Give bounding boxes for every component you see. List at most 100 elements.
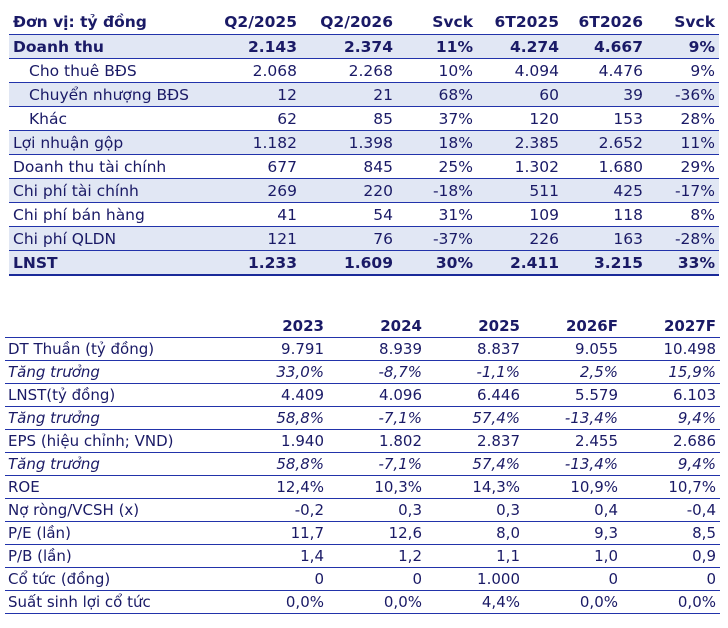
cell-value: -1,1%	[426, 360, 524, 384]
table-row: P/B (lần) 1,4 1,2 1,1 1,0 0,9	[5, 544, 720, 568]
table-row: Chi phí tài chính 269 220 -18% 511 425 -17%	[9, 178, 719, 203]
cell-value: 0	[328, 567, 426, 591]
cell-value: 11%	[647, 130, 719, 155]
cell-value: 425	[563, 178, 647, 203]
row-label: ROE	[5, 475, 225, 499]
cell-value: -37%	[397, 226, 477, 251]
cell-value: 1.000	[426, 567, 524, 591]
cell-value: 5.579	[524, 383, 622, 407]
cell-value: -18%	[397, 178, 477, 203]
cell-value: 1.302	[477, 154, 563, 179]
cell-value: 9,3	[524, 521, 622, 545]
cell-value: 2.268	[301, 58, 397, 83]
cell-value: 0,0%	[328, 590, 426, 614]
cell-value: 28%	[647, 106, 719, 131]
cell-value: 68%	[397, 82, 477, 107]
table-row: DT Thuần (tỷ đồng) 9.791 8.939 8.837 9.055 10…	[5, 337, 720, 361]
cell-value: 220	[301, 178, 397, 203]
cell-value: 226	[477, 226, 563, 251]
cell-value: 269	[205, 178, 301, 203]
cell-value: -28%	[647, 226, 719, 251]
cell-value: 10.498	[622, 337, 720, 361]
row-label: Suất sinh lợi cổ tức	[5, 590, 225, 614]
row-label: Chuyển nhượng BĐS	[9, 82, 205, 107]
col-header: Q2/2026	[301, 10, 397, 35]
cell-value: 54	[301, 202, 397, 227]
cell-value: 41	[205, 202, 301, 227]
col-header: Svck	[397, 10, 477, 35]
cell-value: 2,5%	[524, 360, 622, 384]
table-row: Chuyển nhượng BĐS 12 21 68% 60 39 -36%	[9, 82, 719, 107]
unit-header: Đơn vị: tỷ đồng	[9, 10, 205, 35]
table-row: Chi phí bán hàng 41 54 31% 109 118 8%	[9, 202, 719, 227]
cell-value: 37%	[397, 106, 477, 131]
cell-value: -0,4	[622, 498, 720, 522]
cell-value: 1.398	[301, 130, 397, 155]
row-label: Tăng trưởng	[5, 452, 225, 476]
cell-value: 4.667	[563, 34, 647, 59]
cell-value: 845	[301, 154, 397, 179]
cell-value: 10,3%	[328, 475, 426, 499]
table-row: Lợi nhuận gộp 1.182 1.398 18% 2.385 2.652 11%	[9, 130, 719, 155]
cell-value: -8,7%	[328, 360, 426, 384]
cell-value: 21	[301, 82, 397, 107]
cell-value: 1.802	[328, 429, 426, 453]
cell-value: 4.409	[225, 383, 328, 407]
row-label: P/E (lần)	[5, 521, 225, 545]
cell-value: 8,0	[426, 521, 524, 545]
cell-value: 0,0%	[225, 590, 328, 614]
cell-value: 1.233	[205, 250, 301, 276]
cell-value: 11,7	[225, 521, 328, 545]
cell-value: 9%	[647, 58, 719, 83]
cell-value: 85	[301, 106, 397, 131]
cell-value: 120	[477, 106, 563, 131]
table-row: Doanh thu 2.143 2.374 11% 4.274 4.667 9%	[9, 34, 719, 59]
table-row: LNST 1.233 1.609 30% 2.411 3.215 33%	[9, 250, 719, 276]
cell-value: 9,4%	[622, 452, 720, 476]
table-row: Cho thuê BĐS 2.068 2.268 10% 4.094 4.476 9%	[9, 58, 719, 83]
cell-value: 76	[301, 226, 397, 251]
col-header: Q2/2025	[205, 10, 301, 35]
row-label: EPS (hiệu chỉnh; VND)	[5, 429, 225, 453]
cell-value: 12,6	[328, 521, 426, 545]
table-row: Tăng trưởng 58,8% -7,1% 57,4% -13,4% 9,4%	[5, 406, 720, 430]
col-header: 2027F	[622, 315, 720, 338]
cell-value: 8%	[647, 202, 719, 227]
row-label: LNST(tỷ đồng)	[5, 383, 225, 407]
row-label: Tăng trưởng	[5, 360, 225, 384]
cell-value: 58,8%	[225, 406, 328, 430]
cell-value: 12,4%	[225, 475, 328, 499]
col-header: Svck	[647, 10, 719, 35]
cell-value: 8.939	[328, 337, 426, 361]
table-row: Nợ ròng/VCSH (x) -0,2 0,3 0,3 0,4 -0,4	[5, 498, 720, 522]
row-label: Cho thuê BĐS	[9, 58, 205, 83]
row-label: Chi phí bán hàng	[9, 202, 205, 227]
cell-value: 4.274	[477, 34, 563, 59]
table-row: Cổ tức (đồng) 0 0 1.000 0 0	[5, 567, 720, 591]
cell-value: 2.837	[426, 429, 524, 453]
table-row: Tăng trưởng 58,8% -7,1% 57,4% -13,4% 9,4%	[5, 452, 720, 476]
forecast-table: 2023 2024 2025 2026F 2027F DT Thuần (tỷ …	[5, 315, 720, 614]
table-row: EPS (hiệu chỉnh; VND) 1.940 1.802 2.837 2.45…	[5, 429, 720, 453]
cell-value: 29%	[647, 154, 719, 179]
cell-value: 33%	[647, 250, 719, 276]
cell-value: 30%	[397, 250, 477, 276]
cell-value: 4.094	[477, 58, 563, 83]
cell-value: 10%	[397, 58, 477, 83]
cell-value: 0,0%	[524, 590, 622, 614]
cell-value: 677	[205, 154, 301, 179]
cell-value: -17%	[647, 178, 719, 203]
cell-value: 60	[477, 82, 563, 107]
cell-value: 2.143	[205, 34, 301, 59]
cell-value: 2.652	[563, 130, 647, 155]
cell-value: 0,3	[426, 498, 524, 522]
row-label: Khác	[9, 106, 205, 131]
row-label: P/B (lần)	[5, 544, 225, 568]
cell-value: -36%	[647, 82, 719, 107]
cell-value: 153	[563, 106, 647, 131]
cell-value: 2.068	[205, 58, 301, 83]
cell-value: 2.455	[524, 429, 622, 453]
cell-value: -7,1%	[328, 406, 426, 430]
cell-value: -7,1%	[328, 452, 426, 476]
row-label: Chi phí tài chính	[9, 178, 205, 203]
